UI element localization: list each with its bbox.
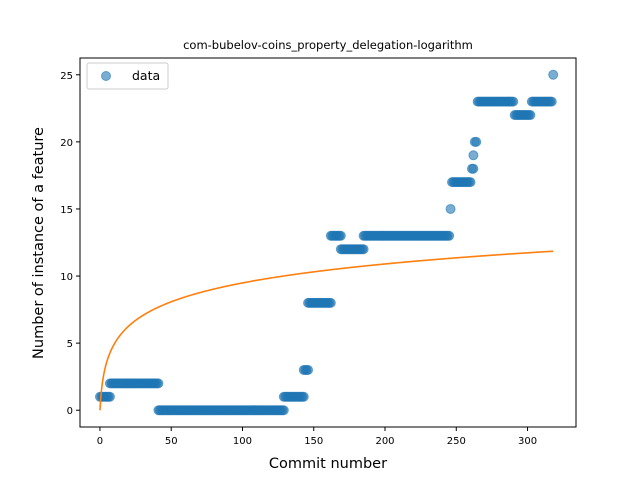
data-point	[525, 110, 536, 121]
x-tick-label: 0	[97, 436, 103, 447]
x-tick-label: 250	[447, 436, 466, 447]
data-point	[153, 378, 164, 389]
y-tick-label: 15	[60, 205, 73, 216]
y-tick-label: 20	[60, 138, 73, 149]
data-point	[298, 391, 309, 402]
y-tick-label: 10	[60, 272, 73, 283]
data-point	[548, 69, 559, 80]
y-axis-label: Number of instance of a feature	[31, 127, 47, 359]
data-point	[444, 230, 455, 241]
data-point	[303, 364, 314, 375]
legend-box	[86, 62, 169, 90]
x-tick-label: 100	[233, 436, 252, 447]
data-point	[104, 391, 115, 402]
y-tick-label: 5	[67, 339, 73, 350]
legend-marker-data	[101, 71, 111, 81]
data-point	[508, 96, 519, 107]
data-point	[335, 230, 346, 241]
data-point	[278, 405, 289, 416]
x-tick-label: 150	[304, 436, 323, 447]
x-tick-label: 200	[375, 436, 394, 447]
data-point	[546, 96, 557, 107]
data-point	[471, 136, 482, 147]
y-tick-label: 25	[60, 71, 73, 82]
data-point	[358, 244, 369, 255]
x-tick-label: 50	[165, 436, 178, 447]
data-point	[468, 150, 479, 161]
axes-frame	[79, 57, 577, 428]
fit-line	[99, 250, 554, 411]
data-point	[468, 163, 479, 174]
data-point	[445, 203, 456, 214]
chart-title: com-bubelov-coins_property_delegation-lo…	[183, 38, 473, 52]
x-axis-label: Commit number	[269, 456, 387, 472]
legend-label-data: data	[132, 68, 160, 83]
legend: data	[86, 62, 169, 90]
data-point	[325, 297, 336, 308]
data-point	[465, 177, 476, 188]
plot-area: 0 50 100 150 200 250 300 0 5 10 15 20 25	[60, 57, 577, 447]
y-tick-label: 0	[67, 406, 73, 417]
x-tick-label: 300	[518, 436, 537, 447]
